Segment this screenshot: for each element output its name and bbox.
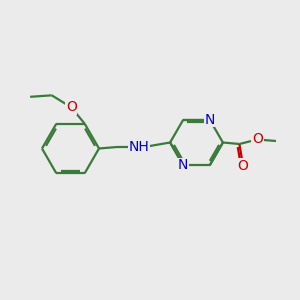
Text: N: N — [205, 112, 215, 127]
Text: N: N — [178, 158, 188, 172]
Text: O: O — [252, 133, 263, 146]
Text: O: O — [237, 159, 248, 172]
Text: NH: NH — [128, 140, 149, 154]
Text: O: O — [66, 100, 77, 114]
